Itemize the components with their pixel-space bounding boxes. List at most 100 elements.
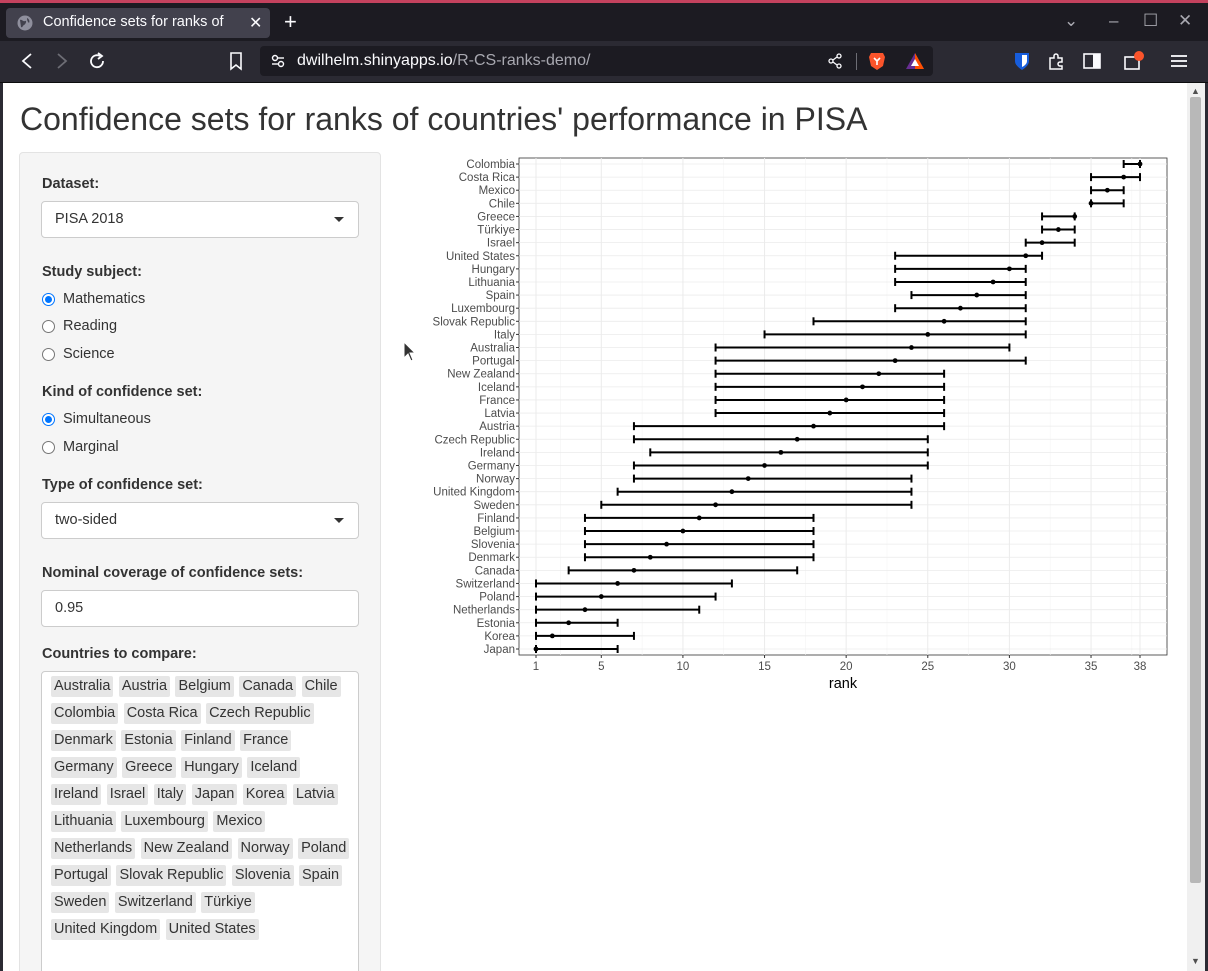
country-chip[interactable]: Japan: [191, 784, 238, 805]
country-chip[interactable]: Luxembourg: [121, 811, 208, 832]
country-chip[interactable]: Spain: [298, 865, 343, 886]
type-select[interactable]: two-sided: [41, 502, 359, 539]
radio-button-icon[interactable]: [42, 348, 55, 361]
radio-button-icon[interactable]: [42, 413, 55, 426]
list-tabs-icon[interactable]: ⌄: [1064, 11, 1079, 30]
wallet-icon[interactable]: [1122, 50, 1144, 72]
rank-point: [680, 528, 686, 534]
rank-point: [860, 384, 865, 390]
y-tick-label: Spain: [486, 290, 515, 302]
address-bar[interactable]: dwilhelm.shinyapps.io/R-CS-ranks-demo/: [260, 46, 933, 76]
forward-icon[interactable]: [51, 50, 73, 72]
new-tab-button[interactable]: +: [284, 9, 297, 34]
rank-point: [1072, 214, 1078, 219]
minimize-icon[interactable]: –: [1109, 11, 1119, 30]
country-chip[interactable]: Colombia: [51, 703, 119, 724]
back-icon[interactable]: [16, 50, 38, 72]
country-chip[interactable]: Belgium: [175, 676, 234, 697]
country-chip[interactable]: Ireland: [51, 784, 102, 805]
rank-point: [729, 489, 735, 495]
tab-strip: Confidence sets for ranks of ✕ + ⌄ – ☐ ✕: [0, 3, 1208, 41]
rank-point: [778, 449, 784, 455]
url-divider: [856, 53, 857, 70]
brave-shields-icon[interactable]: [868, 51, 886, 71]
country-chip[interactable]: Estonia: [121, 730, 176, 751]
country-chip[interactable]: Israel: [106, 784, 149, 805]
country-chip[interactable]: Greece: [122, 757, 176, 778]
country-chip[interactable]: Latvia: [292, 784, 338, 805]
share-icon[interactable]: [827, 53, 843, 69]
type-value: two-sided: [55, 512, 118, 528]
bookmark-icon[interactable]: [225, 50, 247, 72]
menu-icon[interactable]: [1168, 50, 1190, 72]
country-chip[interactable]: United Kingdom: [51, 919, 161, 940]
scrollbar-thumb[interactable]: [1190, 97, 1201, 883]
coverage-input[interactable]: 0.95: [41, 590, 359, 627]
country-chip[interactable]: France: [240, 730, 292, 751]
radio-label: Simultaneous: [63, 411, 151, 427]
country-chip[interactable]: Korea: [242, 784, 288, 805]
country-chip[interactable]: Portugal: [51, 865, 112, 886]
y-tick-label: Luxembourg: [451, 303, 515, 315]
y-tick-label: Portugal: [472, 356, 515, 368]
country-chip[interactable]: Germany: [51, 757, 117, 778]
plot-panel: [518, 157, 1168, 656]
radio-button-icon[interactable]: [42, 320, 55, 333]
rank-point: [990, 279, 996, 285]
close-tab-icon[interactable]: ✕: [249, 15, 263, 32]
close-window-icon[interactable]: ✕: [1178, 11, 1193, 30]
extensions-icon[interactable]: [1045, 50, 1067, 72]
sidebar-toggle-icon[interactable]: [1081, 50, 1103, 72]
countries-multiselect[interactable]: Australia Austria Belgium Canada Chile C…: [41, 671, 359, 971]
country-chip[interactable]: United States: [165, 919, 259, 940]
x-axis-label: rank: [829, 676, 858, 692]
country-chip[interactable]: Hungary: [181, 757, 242, 778]
country-chip[interactable]: Poland: [298, 838, 350, 859]
page-scrollbar[interactable]: ▲ ▼: [1187, 83, 1205, 971]
country-chip[interactable]: Italy: [153, 784, 187, 805]
x-tick-label: 35: [1085, 661, 1098, 673]
country-chip[interactable]: Slovenia: [231, 865, 294, 886]
radio-button-icon[interactable]: [42, 293, 55, 306]
y-tick-label: Costa Rica: [459, 172, 516, 184]
country-chip[interactable]: Türkiye: [201, 892, 255, 913]
sidebar-panel: Dataset: PISA 2018 Study subject: Mathem…: [19, 152, 381, 971]
country-chip[interactable]: Lithuania: [51, 811, 116, 832]
country-chip[interactable]: Switzerland: [114, 892, 196, 913]
country-chip[interactable]: Czech Republic: [206, 703, 314, 724]
scroll-up-icon[interactable]: ▲: [1191, 86, 1200, 96]
radio-label: Science: [63, 346, 115, 362]
country-chip[interactable]: Canada: [239, 676, 297, 697]
x-tick-label: 5: [598, 661, 604, 673]
bitwarden-icon[interactable]: [1011, 50, 1033, 72]
country-chip[interactable]: Australia: [51, 676, 114, 697]
country-chip[interactable]: Costa Rica: [123, 703, 201, 724]
reload-icon[interactable]: [86, 50, 108, 72]
country-chip[interactable]: New Zealand: [140, 838, 233, 859]
country-chip[interactable]: Finland: [181, 730, 235, 751]
country-chip[interactable]: Netherlands: [51, 838, 136, 859]
window-edge: [1205, 83, 1208, 971]
country-chip[interactable]: Mexico: [213, 811, 266, 832]
globe-icon: [17, 15, 33, 31]
dataset-select[interactable]: PISA 2018: [41, 201, 359, 238]
site-settings-icon[interactable]: [270, 53, 286, 69]
rank-point: [598, 594, 604, 599]
browser-tab[interactable]: Confidence sets for ranks of ✕: [6, 8, 270, 38]
brave-rewards-icon[interactable]: [905, 52, 925, 70]
country-chip[interactable]: Norway: [237, 838, 293, 859]
country-chip[interactable]: Sweden: [51, 892, 110, 913]
country-chip[interactable]: Austria: [118, 676, 171, 697]
country-chip[interactable]: Slovak Republic: [116, 865, 227, 886]
y-tick-label: Estonia: [477, 618, 516, 630]
y-tick-label: Germany: [468, 460, 516, 472]
country-chip[interactable]: Chile: [301, 676, 341, 697]
y-tick-label: Poland: [479, 592, 515, 604]
rank-point: [811, 423, 816, 429]
url-domain: dwilhelm.shinyapps.io: [297, 52, 453, 69]
country-chip[interactable]: Iceland: [247, 757, 301, 778]
maximize-icon[interactable]: ☐: [1143, 11, 1159, 30]
country-chip[interactable]: Denmark: [51, 730, 116, 751]
scroll-down-icon[interactable]: ▼: [1191, 956, 1200, 966]
radio-button-icon[interactable]: [42, 441, 55, 454]
